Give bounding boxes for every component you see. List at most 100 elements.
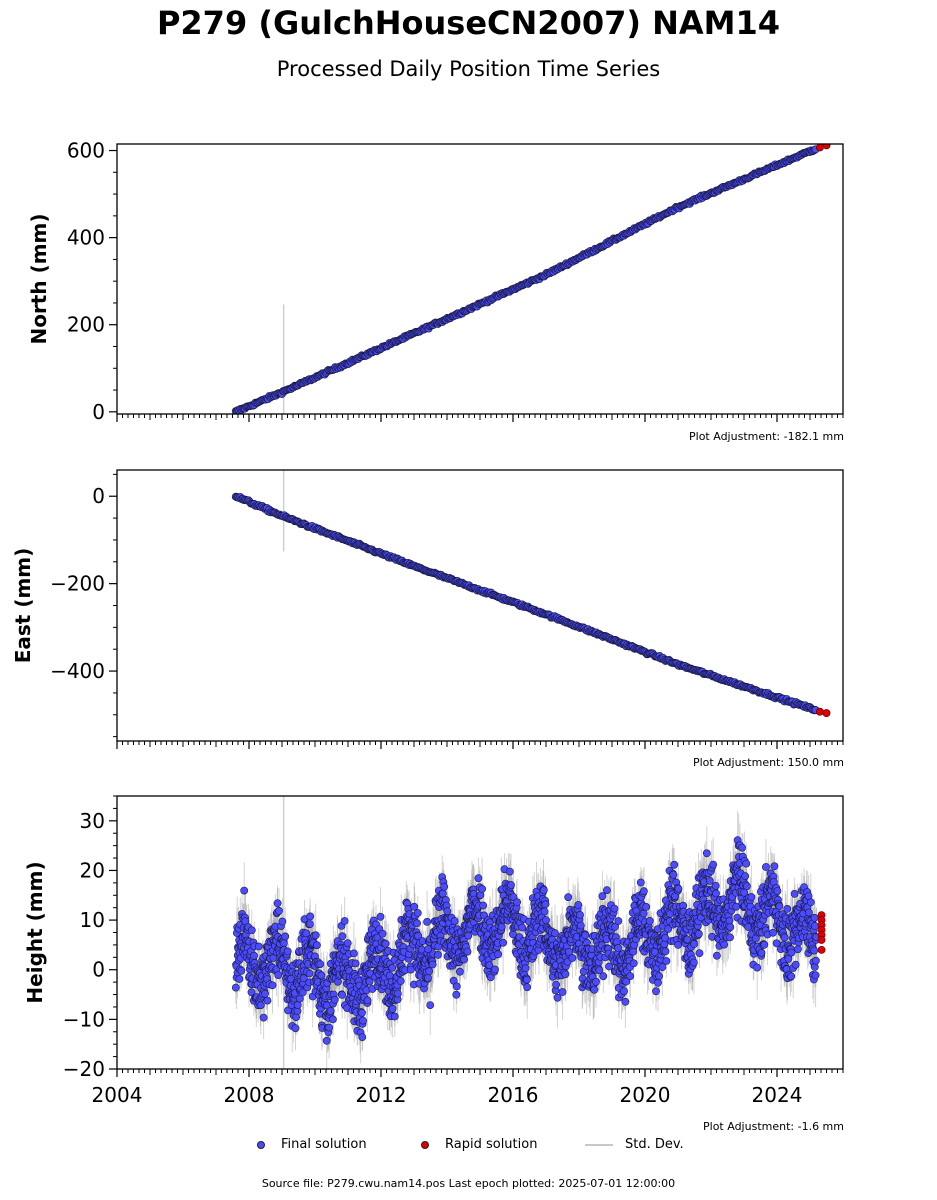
height-final-point [426,1001,435,1009]
height-final-point [592,977,600,986]
height-final-point [305,969,314,978]
height-final-point [553,993,562,1002]
height-final-point [540,907,549,916]
height-final-point [485,961,494,969]
height-data [231,796,826,1069]
height-final-point [237,966,246,975]
height-final-point [325,1023,334,1032]
height-final-point [507,881,515,889]
height-final-point [311,931,320,940]
height-final-point [312,941,321,950]
height-final-point [645,917,654,925]
height-final-point [340,917,349,925]
height-final-point [351,959,360,968]
height-final-point [598,892,607,901]
height-final-point [640,887,648,896]
height-final-point [388,1004,397,1013]
height-final-point [541,900,550,909]
east-y-tick-label: 0 [92,484,105,508]
height-final-point [316,960,325,968]
height-final-point [326,1007,335,1015]
height-final-point [247,988,256,997]
east-y-tick-label: −200 [50,572,105,596]
height-final-point [450,917,459,926]
height-final-point [275,906,283,915]
height-final-point [338,991,346,999]
height-final-point [621,997,630,1006]
east-panel: 0 −200 −400 East (mm) [11,469,844,749]
height-final-point [279,939,288,948]
height-final-point [561,970,570,979]
height-final-point [513,898,521,907]
height-final-point [565,947,573,956]
height-final-point [413,919,421,928]
height-final-point [622,977,631,986]
height-final-point [396,977,405,985]
east-data [231,470,831,717]
height-final-point [349,949,358,958]
height-final-point [464,931,473,940]
height-final-point [603,886,611,895]
height-final-point [259,1013,268,1022]
height-final-point [328,1015,337,1024]
height-final-point [358,1033,367,1041]
height-final-point [298,988,307,997]
height-final-point [494,950,502,959]
height-final-point [291,1024,300,1033]
north-rapid-point [815,144,824,152]
height-final-point [551,929,559,938]
height-final-point [283,947,292,956]
chart-subtitle: Processed Daily Position Time Series [276,57,661,81]
height-final-point [250,951,258,960]
height-final-point [611,922,619,931]
height-final-point [652,987,660,996]
height-final-point [463,947,472,956]
height-final-point [568,954,577,962]
height-final-point [247,926,256,935]
east-y-tick-label: −400 [50,659,105,683]
height-final-point [614,917,623,925]
height-final-point [636,878,645,887]
height-final-point [443,907,452,916]
north-y-tick-label: 400 [67,226,105,250]
height-final-point [235,975,244,983]
height-final-point [278,917,287,926]
height-final-point [564,893,573,902]
height-final-point [330,995,339,1004]
height-final-point [423,974,432,982]
north-data [231,144,831,414]
north-y-tick-label: 200 [67,313,105,337]
height-final-point [390,1012,399,1021]
height-final-point [542,916,550,925]
height-final-point [376,912,385,921]
height-final-point [295,994,304,1003]
height-final-point [661,947,670,956]
height-final-point [261,989,269,998]
height-final-point [581,931,590,940]
height-final-point [338,932,347,941]
north-y-axis-label: North (mm) [27,213,51,344]
height-final-point [231,983,240,992]
height-final-point [274,971,283,979]
height-final-point [428,960,437,969]
height-final-point [305,920,314,928]
height-panel: 2004 2008 2012 2016 2020 20243020100−10−20Hei… [23,795,844,1107]
height-final-point [497,923,506,931]
height-final-point [452,990,461,999]
height-final-point [254,942,263,951]
height-final-point [268,981,277,990]
east-frame [116,469,844,742]
height-final-point [491,965,499,974]
height-final-point [410,902,419,911]
height-final-point [599,972,608,981]
height-final-point [378,929,387,938]
height-final-point [629,959,638,968]
height-final-point [595,966,604,975]
height-final-point [425,967,433,976]
height-final-point [363,996,372,1005]
height-final-point [605,962,613,971]
height-final-point [343,939,352,947]
north-panel: 0 200 400 600 North (mm) [27,139,844,424]
height-final-point [413,909,422,917]
height-final-point [620,987,628,996]
